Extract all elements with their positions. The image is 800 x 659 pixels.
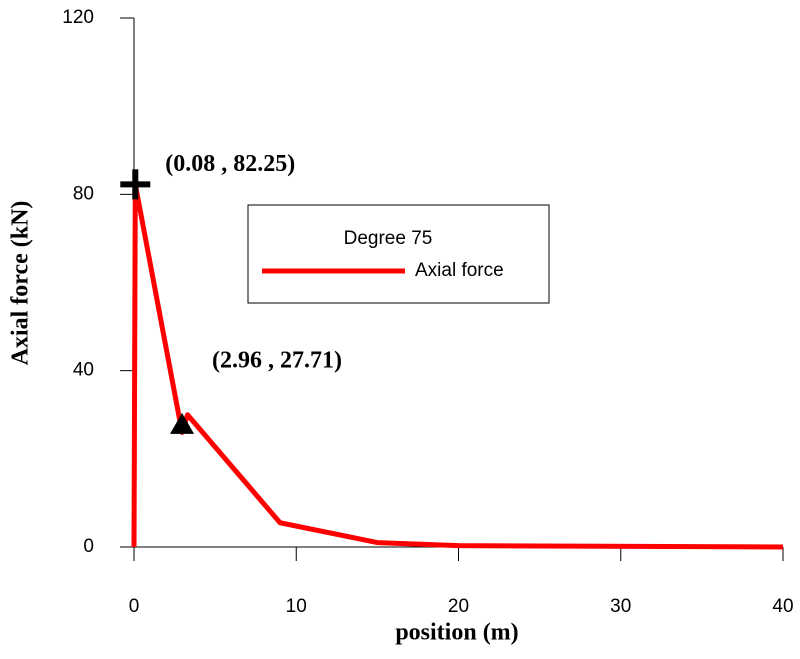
legend-title: Degree 75 (344, 228, 433, 249)
y-tick-label: 120 (62, 7, 94, 28)
x-tick-label: 0 (129, 596, 140, 617)
x-tick-label: 40 (772, 596, 793, 617)
x-tick-label: 20 (448, 596, 469, 617)
y-tick-label: 0 (83, 536, 94, 557)
y-tick-label: 80 (73, 183, 94, 204)
y-tick-label: 40 (73, 360, 94, 381)
y-axis-label: Axial force (kN) (8, 201, 34, 366)
marker-triangle (170, 412, 195, 434)
x-tick-label: 10 (286, 596, 307, 617)
legend-label: Axial force (415, 260, 504, 281)
marker-plus (120, 169, 151, 200)
x-axis-label: position (m) (395, 620, 518, 646)
annotation: (2.96 , 27.71) (212, 347, 342, 373)
legend-box (247, 204, 550, 304)
line (131, 181, 784, 550)
annotation: (0.08 , 82.25) (165, 151, 295, 177)
x-tick-label: 30 (610, 596, 631, 617)
